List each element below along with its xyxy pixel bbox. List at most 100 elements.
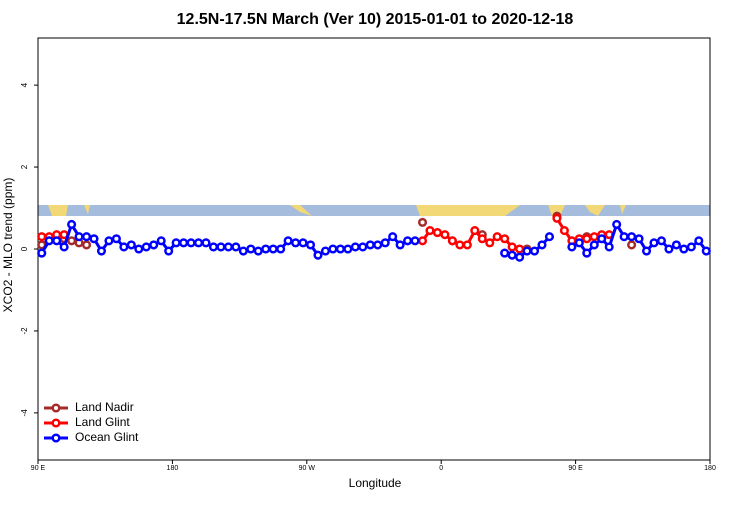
data-point bbox=[37, 232, 47, 242]
legend-label: Ocean Glint bbox=[75, 430, 139, 444]
data-point bbox=[89, 234, 99, 244]
data-point bbox=[492, 232, 502, 242]
chart-title: 12.5N-17.5N March (Ver 10) 2015-01-01 to… bbox=[177, 11, 574, 28]
data-point bbox=[462, 240, 472, 250]
data-point bbox=[96, 246, 107, 256]
data-point bbox=[574, 238, 584, 248]
data-point bbox=[171, 238, 181, 248]
data-point bbox=[283, 236, 293, 246]
data-point bbox=[477, 234, 487, 244]
data-point bbox=[485, 238, 495, 248]
data-point bbox=[515, 252, 525, 262]
data-point bbox=[380, 238, 390, 248]
data-point bbox=[470, 226, 480, 236]
data-point bbox=[149, 240, 159, 250]
x-tick-label: 180 bbox=[704, 465, 716, 472]
x-tick-label: 90 W bbox=[299, 465, 316, 472]
data-point bbox=[679, 244, 689, 254]
data-point bbox=[417, 236, 428, 246]
data-point bbox=[134, 244, 144, 254]
data-point bbox=[537, 240, 547, 250]
data-point bbox=[529, 246, 540, 256]
data-point bbox=[238, 246, 248, 256]
data-point bbox=[320, 246, 331, 256]
data-point bbox=[589, 232, 599, 242]
data-point bbox=[298, 238, 308, 248]
data-point bbox=[343, 244, 353, 254]
data-point bbox=[440, 230, 450, 240]
data-point bbox=[656, 236, 667, 246]
data-point bbox=[81, 232, 92, 242]
data-point bbox=[582, 234, 592, 244]
data-point bbox=[500, 248, 510, 258]
data-point bbox=[373, 240, 383, 250]
data-point bbox=[104, 236, 114, 246]
y-tick-label: 4 bbox=[20, 82, 29, 87]
data-point bbox=[231, 242, 241, 252]
data-point bbox=[559, 226, 569, 236]
data-point bbox=[432, 228, 443, 238]
data-point bbox=[507, 242, 517, 252]
data-point bbox=[67, 236, 77, 246]
data-point bbox=[179, 238, 189, 248]
data-point bbox=[201, 238, 211, 248]
data-point bbox=[253, 246, 263, 256]
x-tick-label: 0 bbox=[439, 465, 443, 472]
data-point bbox=[515, 244, 525, 254]
data-point bbox=[350, 242, 360, 252]
data-point bbox=[507, 250, 517, 260]
data-point bbox=[664, 244, 674, 254]
x-tick-label: 180 bbox=[167, 465, 179, 472]
data-point bbox=[582, 248, 592, 258]
data-point bbox=[365, 240, 375, 250]
data-point bbox=[671, 240, 681, 250]
map-strip bbox=[38, 205, 710, 216]
data-point bbox=[567, 242, 577, 252]
y-axis-label: XCO2 - MLO trend (ppm) bbox=[1, 178, 15, 313]
legend-marker bbox=[51, 418, 61, 428]
data-point bbox=[358, 242, 368, 252]
data-point bbox=[52, 236, 62, 246]
data-point bbox=[291, 238, 301, 248]
legend-label: Land Glint bbox=[75, 415, 130, 429]
data-point bbox=[223, 242, 233, 252]
data-point bbox=[335, 244, 345, 254]
data-point bbox=[612, 219, 622, 229]
data-point bbox=[522, 246, 532, 256]
data-point bbox=[328, 244, 338, 254]
data-point bbox=[403, 236, 413, 246]
data-point bbox=[164, 246, 174, 256]
data-point bbox=[597, 234, 607, 244]
data-point bbox=[686, 242, 696, 252]
data-point bbox=[37, 248, 47, 258]
legend-marker bbox=[51, 433, 61, 443]
data-point bbox=[701, 246, 711, 256]
x-axis-label: Longitude bbox=[349, 476, 402, 490]
y-tick-label: 2 bbox=[20, 164, 29, 169]
data-point bbox=[156, 236, 166, 246]
x-tick-label: 90 E bbox=[31, 465, 46, 472]
data-point bbox=[425, 226, 435, 236]
data-point bbox=[44, 236, 54, 246]
legend-label: Land Nadir bbox=[75, 400, 134, 414]
data-point bbox=[193, 238, 204, 248]
data-point bbox=[544, 232, 555, 242]
data-point bbox=[67, 219, 77, 229]
data-point bbox=[447, 236, 457, 246]
data-point bbox=[388, 232, 398, 242]
data-point bbox=[186, 238, 196, 248]
data-point bbox=[305, 240, 316, 250]
data-point bbox=[455, 240, 465, 250]
data-point bbox=[276, 244, 286, 254]
y-tick-label: 0 bbox=[20, 246, 29, 251]
data-point bbox=[627, 232, 637, 242]
data-point bbox=[216, 242, 226, 252]
data-point bbox=[641, 246, 652, 256]
data-point bbox=[395, 240, 405, 250]
data-point bbox=[552, 213, 562, 223]
data-point bbox=[589, 240, 599, 250]
data-point bbox=[694, 236, 704, 246]
data-point bbox=[649, 238, 659, 248]
data-point bbox=[208, 242, 219, 252]
